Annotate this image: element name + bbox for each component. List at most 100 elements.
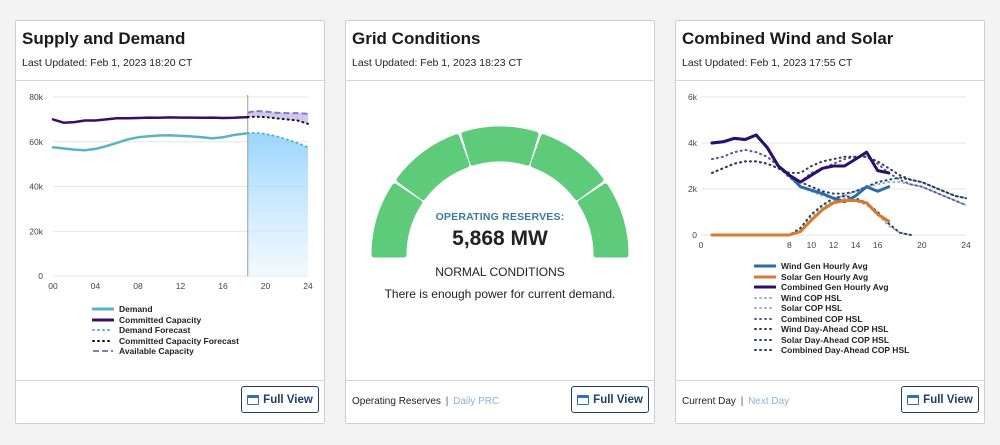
gauge-segment bbox=[461, 126, 539, 166]
legend-item[interactable]: Solar Day-Ahead COP HSL bbox=[754, 335, 909, 346]
y-tick-label: 2k bbox=[688, 184, 698, 194]
legend-swatch bbox=[754, 296, 776, 299]
legend-swatch bbox=[754, 328, 776, 331]
legend-item[interactable]: Demand Forecast bbox=[92, 325, 239, 336]
grid-conditions-footer: Operating Reserves | Daily PRC Full View bbox=[346, 379, 654, 423]
combined-cop-hsl-line bbox=[711, 148, 967, 207]
operating-reserves-value: 5,868 MW bbox=[452, 227, 548, 250]
legend-swatch bbox=[754, 349, 776, 352]
full-view-label: Full View bbox=[923, 393, 973, 406]
divider bbox=[16, 80, 324, 81]
x-tick-label: 16 bbox=[218, 281, 228, 291]
y-tick-label: 80k bbox=[29, 92, 43, 102]
y-tick-label: 4k bbox=[688, 138, 698, 148]
grid-condition-message: There is enough power for current demand… bbox=[384, 287, 616, 301]
committed-capacity-line bbox=[51, 115, 250, 124]
wind-solar-legend: Wind Gen Hourly Avg Solar Gen Hourly Avg C… bbox=[754, 261, 909, 356]
x-tick-label: 20 bbox=[261, 281, 271, 291]
x-tick-label: 0 bbox=[699, 240, 704, 250]
x-tick-label: 00 bbox=[48, 281, 58, 291]
combined-gen-hourly-avg-line bbox=[710, 133, 891, 184]
combined-day-ahead-cop-hsl-line bbox=[711, 155, 967, 200]
legend-label: Wind COP HSL bbox=[781, 292, 842, 303]
gauge-segment bbox=[530, 134, 604, 201]
supply-demand-title: Supply and Demand bbox=[22, 29, 186, 48]
divider bbox=[16, 380, 324, 381]
legend-item[interactable]: Available Capacity bbox=[92, 346, 239, 357]
wind-solar-footer: Current Day | Next Day Full View bbox=[676, 379, 984, 423]
full-view-label: Full View bbox=[593, 393, 643, 406]
legend-item[interactable]: Combined COP HSL bbox=[754, 314, 909, 325]
x-tick-label: 12 bbox=[829, 240, 839, 250]
x-tick-label: 10 bbox=[807, 240, 817, 250]
y-tick-label: 6k bbox=[688, 92, 698, 102]
wind-solar-title: Combined Wind and Solar bbox=[682, 29, 894, 48]
gauge-segment bbox=[371, 183, 423, 258]
grid-conditions-updated: Last Updated: Feb 1, 2023 18:23 CT bbox=[352, 57, 523, 69]
daily-prc-link[interactable]: Daily PRC bbox=[453, 396, 500, 407]
legend-item[interactable]: Committed Capacity Forecast bbox=[92, 336, 239, 347]
legend-label: Demand bbox=[119, 304, 153, 315]
legend-label: Solar Day-Ahead COP HSL bbox=[781, 334, 890, 345]
grid-conditions-card: Grid Conditions Last Updated: Feb 1, 202… bbox=[345, 20, 655, 424]
current-day-link[interactable]: Current Day bbox=[682, 396, 736, 407]
x-tick-label: 04 bbox=[91, 281, 101, 291]
legend-item[interactable]: Wind Day-Ahead COP HSL bbox=[754, 324, 909, 335]
link-separator: | bbox=[740, 396, 744, 407]
divider bbox=[676, 380, 984, 381]
legend-label: Available Capacity bbox=[119, 346, 194, 357]
full-view-button[interactable]: Full View bbox=[901, 386, 979, 413]
operating-reserves-link[interactable]: Operating Reserves bbox=[352, 396, 441, 407]
legend-item[interactable]: Combined Gen Hourly Avg bbox=[754, 282, 909, 293]
grid-conditions-title: Grid Conditions bbox=[352, 29, 481, 48]
legend-item[interactable]: Wind Gen Hourly Avg bbox=[754, 261, 909, 272]
wind-gen-hourly-avg-line bbox=[710, 133, 891, 204]
legend-swatch bbox=[92, 339, 114, 342]
legend-item[interactable]: Wind COP HSL bbox=[754, 293, 909, 304]
legend-swatch bbox=[92, 307, 114, 311]
wind-solar-footer-links: Current Day | Next Day bbox=[682, 396, 789, 407]
y-tick-label: 40k bbox=[29, 182, 43, 192]
solar-gen-hourly-avg-line bbox=[710, 199, 891, 237]
legend-swatch bbox=[754, 264, 776, 268]
y-tick-label: 60k bbox=[29, 137, 43, 147]
supply-demand-footer: Full View bbox=[16, 379, 324, 423]
legend-swatch bbox=[754, 285, 776, 289]
y-tick-label: 0 bbox=[38, 271, 43, 281]
legend-item[interactable]: Committed Capacity bbox=[92, 315, 239, 326]
divider bbox=[346, 380, 654, 381]
legend-label: Combined Day-Ahead COP HSL bbox=[781, 345, 910, 356]
demand-line bbox=[51, 131, 250, 152]
x-tick-label: 8 bbox=[787, 240, 792, 250]
wind-cop-hsl-line bbox=[711, 148, 967, 207]
supply-demand-legend: Demand Committed Capacity Demand Forecast C… bbox=[92, 304, 239, 357]
legend-label: Combined COP HSL bbox=[781, 313, 863, 324]
window-icon bbox=[247, 394, 260, 405]
legend-item[interactable]: Demand bbox=[92, 304, 239, 315]
legend-swatch bbox=[754, 275, 776, 279]
legend-swatch bbox=[754, 317, 776, 320]
divider bbox=[676, 80, 984, 81]
legend-label: Committed Capacity Forecast bbox=[119, 335, 239, 346]
legend-item[interactable]: Solar COP HSL bbox=[754, 303, 909, 314]
y-tick-label: 0 bbox=[692, 230, 697, 240]
demand-forecast-area bbox=[247, 132, 308, 276]
next-day-link[interactable]: Next Day bbox=[748, 396, 790, 407]
grid-footer-links: Operating Reserves | Daily PRC bbox=[352, 396, 499, 407]
grid-condition-status: NORMAL CONDITIONS bbox=[435, 265, 565, 279]
legend-swatch bbox=[92, 329, 114, 332]
legend-item[interactable]: Solar Gen Hourly Avg bbox=[754, 272, 909, 283]
x-tick-label: 16 bbox=[873, 240, 883, 250]
supply-demand-chart: 0 20k 40k 60k 80k 00 04 08 12 16 20 24 bbox=[29, 92, 313, 291]
legend-label: Wind Gen Hourly Avg bbox=[781, 261, 868, 272]
legend-label: Solar Gen Hourly Avg bbox=[781, 271, 869, 282]
available-capacity-line bbox=[247, 109, 309, 115]
x-tick-label: 24 bbox=[961, 240, 971, 250]
gauge-segment bbox=[577, 183, 629, 258]
full-view-button[interactable]: Full View bbox=[571, 386, 649, 413]
window-icon bbox=[907, 394, 920, 405]
operating-reserves-gauge bbox=[371, 126, 629, 258]
full-view-button[interactable]: Full View bbox=[241, 386, 319, 413]
legend-item[interactable]: Combined Day-Ahead COP HSL bbox=[754, 345, 909, 356]
legend-label: Wind Day-Ahead COP HSL bbox=[781, 324, 889, 335]
